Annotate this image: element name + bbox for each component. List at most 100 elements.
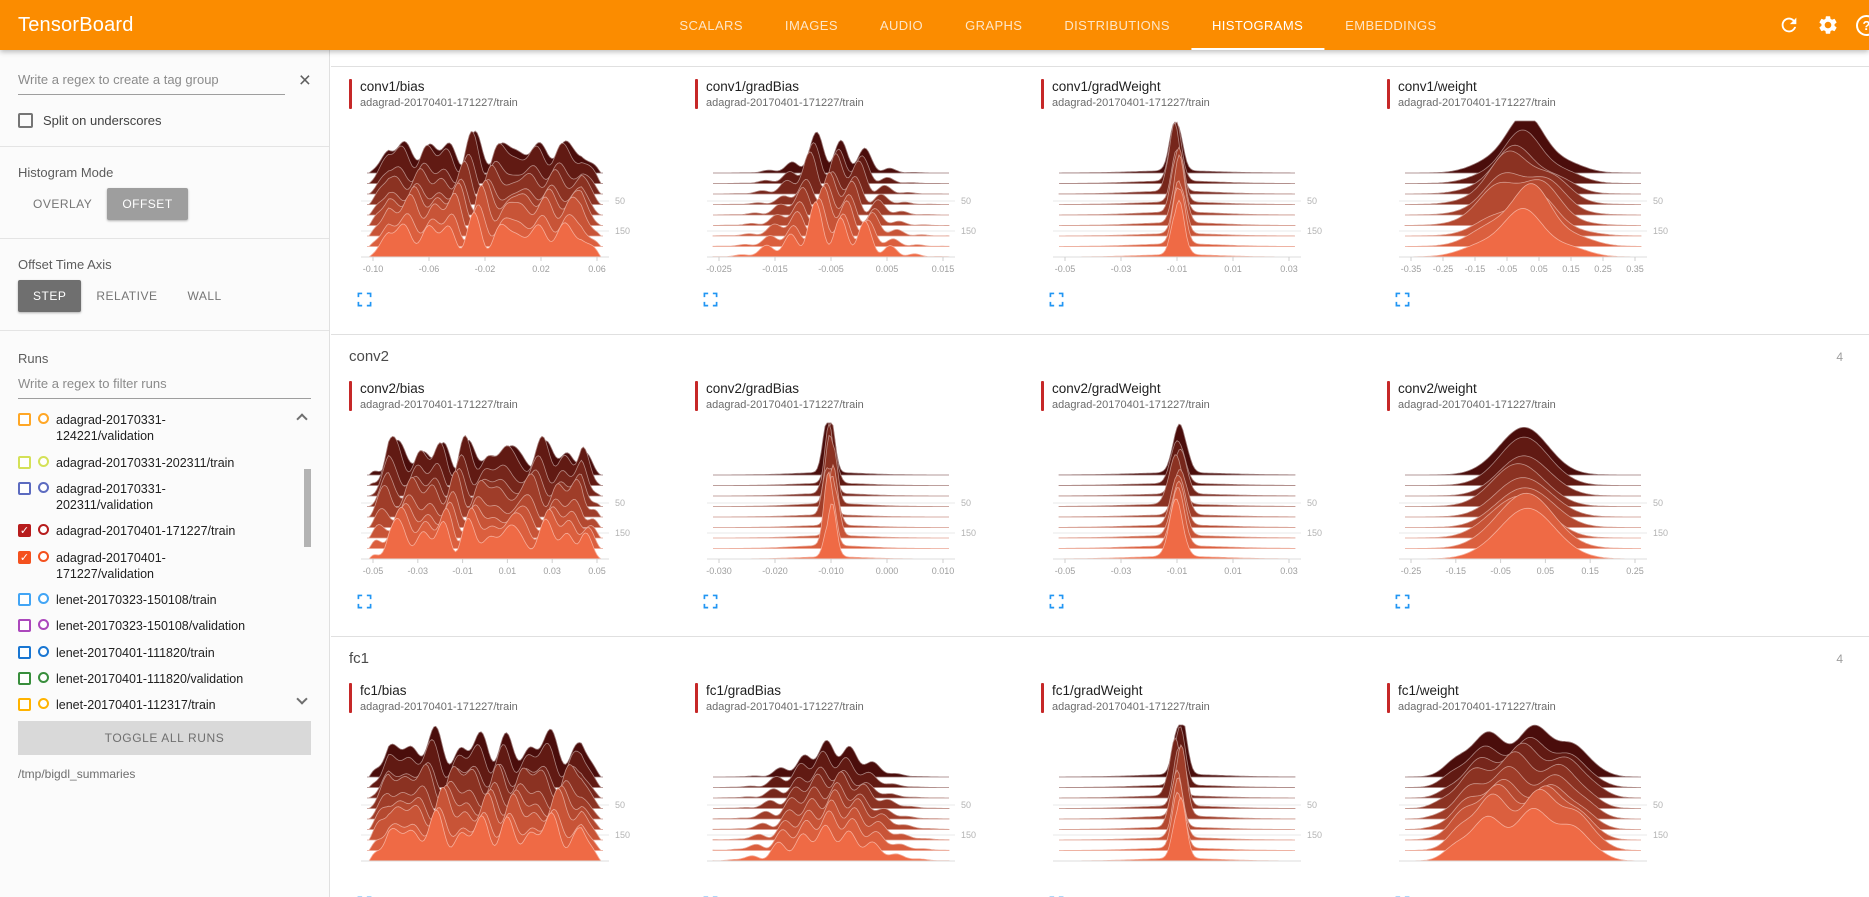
step-button[interactable]: STEP <box>18 280 82 312</box>
run-list-item[interactable]: lenet-20170323-150108/validation <box>18 613 291 639</box>
tag-group-header[interactable]: fc1 4 <box>331 637 1869 671</box>
expand-icon[interactable] <box>357 594 373 610</box>
toggle-all-runs-button[interactable]: TOGGLE ALL RUNS <box>18 721 311 755</box>
histogram-chart[interactable]: 50 150 -0.05 -0.03 -0.01 0.01 0.03 0.05 <box>351 419 651 591</box>
card-header: conv1/weight adagrad-20170401-171227/tra… <box>1387 79 1719 109</box>
run-list-item[interactable]: adagrad-20170331-202311/validation <box>18 476 291 519</box>
svg-text:0.15: 0.15 <box>1562 264 1580 274</box>
histogram-chart[interactable]: 50 150 -0.35 -0.25 -0.15 -0.05 0.05 0.15 0.25 0.3… <box>1389 117 1689 289</box>
run-checkbox[interactable] <box>18 413 31 426</box>
card-header: conv2/weight adagrad-20170401-171227/tra… <box>1387 381 1719 411</box>
svg-text:0.000: 0.000 <box>876 566 899 576</box>
card-header: conv2/gradBias adagrad-20170401-171227/t… <box>695 381 1027 411</box>
histogram-chart[interactable]: 50 150 -0.05 -0.03 -0.01 0.01 0.03 <box>1043 117 1343 289</box>
expand-icon[interactable] <box>1395 594 1411 610</box>
tag-filter-input[interactable] <box>18 66 285 95</box>
svg-text:0.03: 0.03 <box>1280 566 1298 576</box>
nav-tab-distributions[interactable]: DISTRIBUTIONS <box>1064 17 1170 33</box>
svg-text:0.25: 0.25 <box>1594 264 1612 274</box>
tag-group-header[interactable]: conv2 4 <box>331 335 1869 369</box>
expand-icon[interactable] <box>1049 594 1065 610</box>
tag-group-sections: conv1 conv1/bias adagrad-20170401-171227… <box>331 66 1869 897</box>
run-list-item[interactable]: lenet-20170401-111820/train <box>18 640 291 666</box>
card-run-name: adagrad-20170401-171227/train <box>1398 399 1556 411</box>
nav-tab-scalars[interactable]: SCALARS <box>679 17 743 33</box>
expand-icon[interactable] <box>357 292 373 308</box>
expand-icon[interactable] <box>703 292 719 308</box>
run-checkbox[interactable] <box>18 593 31 606</box>
histogram-chart[interactable]: 50 150 -0.25 -0.15 -0.05 0.05 0.15 0.25 <box>1389 419 1689 591</box>
svg-text:50: 50 <box>1653 196 1663 206</box>
offset-button[interactable]: OFFSET <box>107 188 188 220</box>
histogram-chart[interactable]: 50 150 -0.10 -0.06 -0.02 0.02 0.06 <box>351 117 651 289</box>
wall-button[interactable]: WALL <box>172 280 236 312</box>
histogram-chart[interactable]: 50 150 <box>351 721 651 893</box>
svg-text:50: 50 <box>1307 196 1317 206</box>
run-list-item[interactable]: lenet-20170401-112317/train <box>18 692 291 711</box>
run-label: lenet-20170401-111820/train <box>56 645 215 660</box>
nav-tab-images[interactable]: IMAGES <box>784 17 838 33</box>
run-checkbox[interactable] <box>18 455 31 469</box>
run-accent-bar <box>695 79 698 109</box>
run-checkbox[interactable]: ✓ <box>18 524 31 538</box>
run-checkbox[interactable] <box>18 619 31 633</box>
run-checkbox[interactable] <box>18 698 31 711</box>
refresh-icon[interactable] <box>1778 14 1800 36</box>
run-checkbox[interactable]: ✓ <box>18 550 31 564</box>
card-run-name: adagrad-20170401-171227/train <box>1052 97 1210 109</box>
svg-text:0.05: 0.05 <box>588 566 606 576</box>
histogram-chart[interactable]: 50 150 -0.025 -0.015 -0.005 0.005 0.015 <box>697 117 997 289</box>
run-checkbox[interactable] <box>18 481 31 495</box>
histogram-chart[interactable]: 50 150 <box>697 721 997 893</box>
card-row: conv1/bias adagrad-20170401-171227/train… <box>331 67 1869 318</box>
run-list-item[interactable]: ✓ adagrad-20170401-171227/validation <box>18 545 291 588</box>
run-list-item[interactable]: adagrad-20170331-124221/validation <box>18 407 291 450</box>
run-color-circle <box>38 698 49 709</box>
histogram-chart[interactable]: 50 150 <box>1389 721 1689 893</box>
help-icon[interactable]: ? <box>1856 14 1869 36</box>
run-list-item[interactable]: lenet-20170401-111820/validation <box>18 666 291 692</box>
expand-icon[interactable] <box>1049 292 1065 308</box>
card-header: conv1/bias adagrad-20170401-171227/train <box>349 79 681 109</box>
nav-tab-audio[interactable]: AUDIO <box>879 17 924 33</box>
nav-tab-embeddings[interactable]: EMBEDDINGS <box>1345 17 1437 33</box>
run-list-item[interactable]: adagrad-20170331-202311/train <box>18 450 291 476</box>
relative-button[interactable]: RELATIVE <box>81 280 172 312</box>
svg-text:150: 150 <box>1653 528 1668 538</box>
svg-text:50: 50 <box>961 800 971 810</box>
expand-icon[interactable] <box>703 594 719 610</box>
card-titles: conv1/gradBias adagrad-20170401-171227/t… <box>706 79 864 109</box>
nav-tab-graphs[interactable]: GRAPHS <box>965 17 1023 33</box>
run-checkbox[interactable] <box>18 671 31 685</box>
nav-tab-histograms[interactable]: HISTOGRAMS <box>1190 0 1325 50</box>
checkbox-icon[interactable] <box>18 113 33 128</box>
scroll-up-icon[interactable] <box>296 413 308 425</box>
run-list-item[interactable]: lenet-20170323-150108/train <box>18 587 291 613</box>
svg-text:-0.25: -0.25 <box>1401 566 1422 576</box>
gear-icon[interactable] <box>1817 14 1839 36</box>
run-list-item[interactable]: ✓ adagrad-20170401-171227/train <box>18 518 291 544</box>
split-underscores-checkbox[interactable]: Split on underscores <box>18 113 311 128</box>
nav-tabs: SCALARS IMAGES AUDIO GRAPHS DISTRIBUTIONS HIS… <box>658 0 1457 50</box>
run-color-circle <box>38 550 49 562</box>
expand-icon[interactable] <box>1395 292 1411 308</box>
card-titles: conv2/weight adagrad-20170401-171227/tra… <box>1398 381 1556 411</box>
histogram-chart[interactable]: 50 150 -0.030 -0.020 -0.010 0.000 0.010 <box>697 419 997 591</box>
svg-text:-0.05: -0.05 <box>1055 264 1076 274</box>
svg-text:150: 150 <box>1653 830 1668 840</box>
histogram-chart[interactable]: 50 150 -0.05 -0.03 -0.01 0.01 0.03 <box>1043 419 1343 591</box>
tag-group-count: 4 <box>1836 349 1843 364</box>
sidebar: × Split on underscores Histogram Mode OV… <box>0 50 330 897</box>
clear-icon[interactable]: × <box>298 69 311 92</box>
scrollbar-thumb[interactable] <box>304 469 311 547</box>
tag-group-section: conv2 4 conv2/bias adagrad-20170401-1712… <box>331 334 1869 620</box>
overlay-button[interactable]: OVERLAY <box>18 188 107 220</box>
app-title: TensorBoard <box>18 13 134 36</box>
runs-filter-input[interactable] <box>18 370 311 399</box>
run-accent-bar <box>1041 79 1044 109</box>
tag-group-section: fc1 4 fc1/bias adagrad-20170401-171227/t… <box>331 636 1869 897</box>
svg-text:-0.05: -0.05 <box>1497 264 1518 274</box>
run-checkbox[interactable] <box>18 645 31 659</box>
scroll-down-icon[interactable] <box>296 693 308 705</box>
histogram-chart[interactable]: 50 150 <box>1043 721 1343 893</box>
